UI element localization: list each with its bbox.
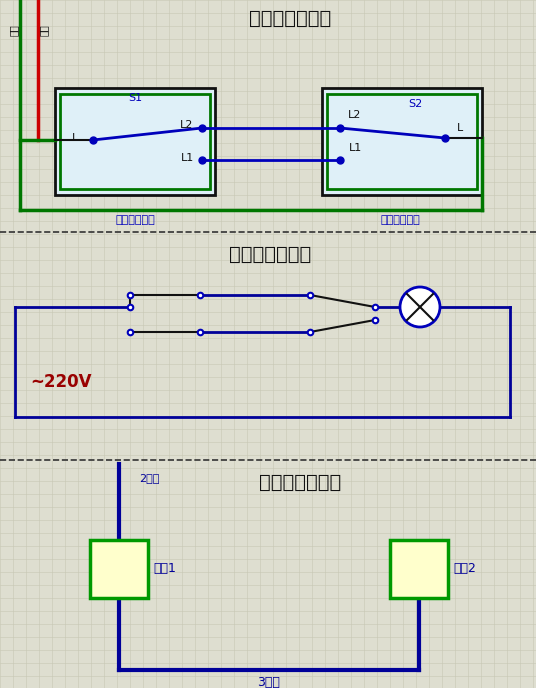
Text: L1: L1 <box>348 143 362 153</box>
Text: 开关1: 开关1 <box>153 563 176 575</box>
Text: 双控开关原理图: 双控开关原理图 <box>229 244 311 264</box>
Text: S2: S2 <box>408 99 422 109</box>
Text: S1: S1 <box>128 93 142 103</box>
Text: 双控开关接线图: 双控开关接线图 <box>249 8 331 28</box>
Bar <box>90 540 148 598</box>
Text: 双控开关布线图: 双控开关布线图 <box>259 473 341 491</box>
Bar <box>55 88 215 195</box>
Text: L2: L2 <box>348 110 362 120</box>
Bar <box>322 88 482 195</box>
Text: 3根线: 3根线 <box>258 676 280 688</box>
Bar <box>390 540 448 598</box>
Bar <box>327 94 477 189</box>
Text: 单开双控开关: 单开双控开关 <box>380 215 420 225</box>
Text: 单开双控开关: 单开双控开关 <box>115 215 155 225</box>
Circle shape <box>400 287 440 327</box>
Text: L2: L2 <box>180 120 193 130</box>
Text: 零线: 零线 <box>39 24 49 36</box>
Bar <box>60 94 210 189</box>
Text: 相线: 相线 <box>9 24 19 36</box>
Text: L: L <box>72 133 78 143</box>
Text: ~220V: ~220V <box>30 373 92 391</box>
Text: L1: L1 <box>181 153 193 163</box>
Text: 2根线: 2根线 <box>139 473 159 483</box>
Text: 开关2: 开关2 <box>453 563 476 575</box>
Text: L: L <box>457 123 463 133</box>
